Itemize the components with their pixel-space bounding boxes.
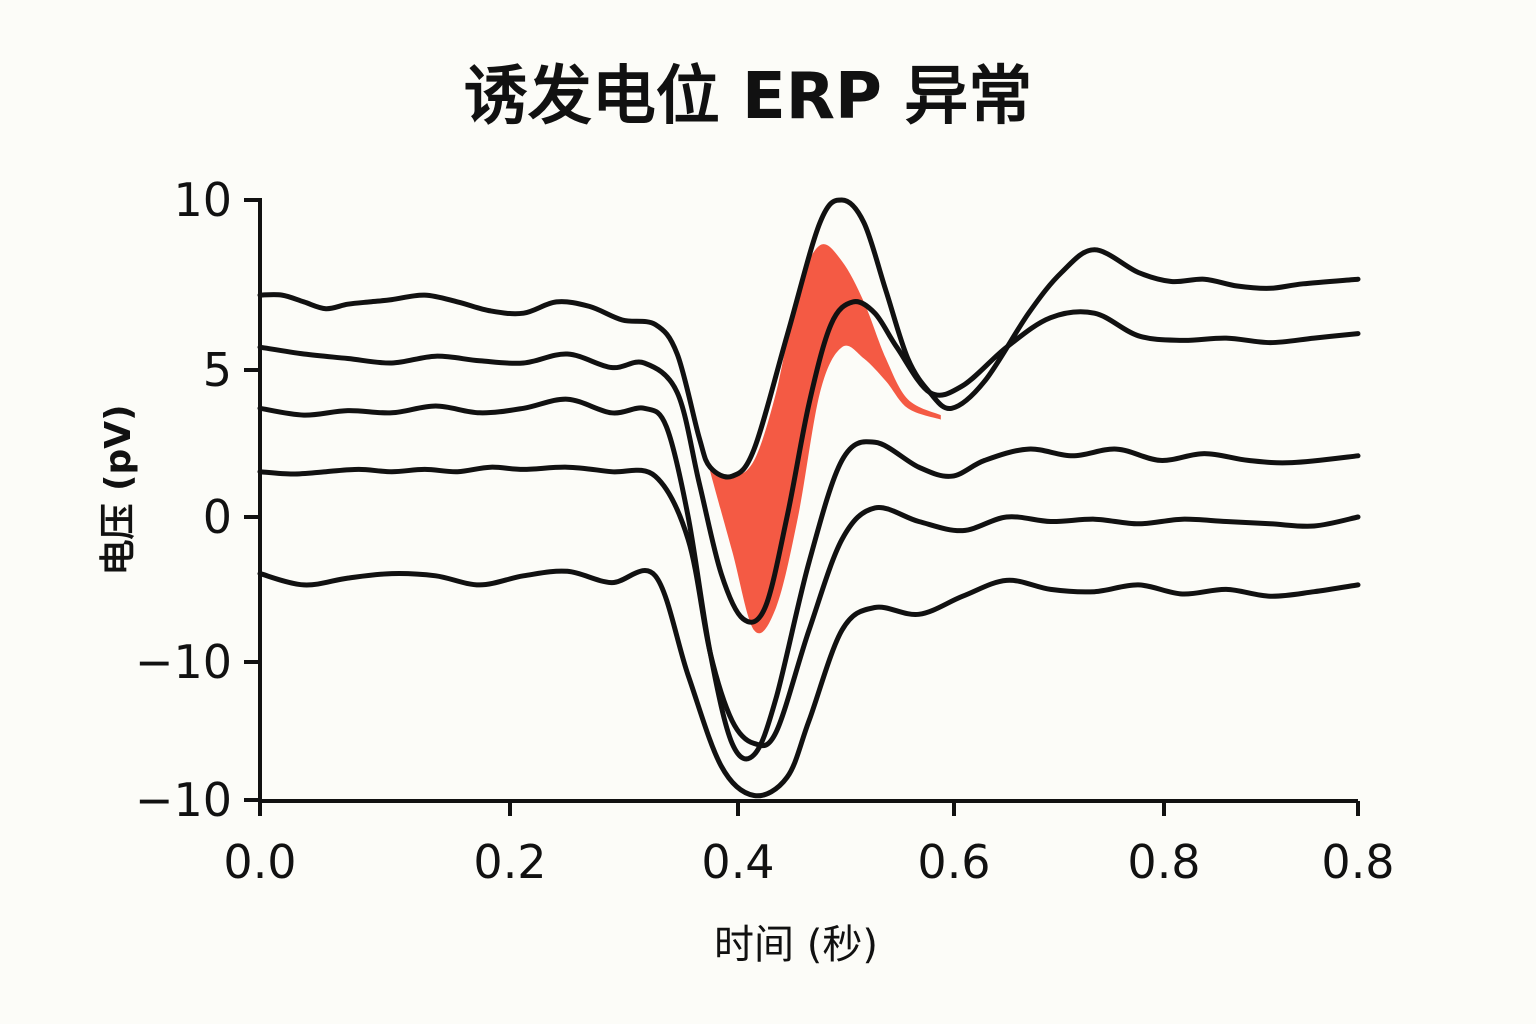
x-tick-label: 0.8	[1321, 835, 1394, 889]
highlight-band-layer	[710, 244, 941, 634]
trace-line-1	[257, 197, 1361, 480]
x-tick-label: 0.0	[223, 835, 296, 889]
y-tick-label: −10	[135, 773, 232, 827]
trace-layer	[257, 197, 1361, 799]
trace-line-2	[257, 299, 1361, 625]
trace-line-4	[257, 464, 1361, 749]
y-tick-label: 10	[173, 173, 232, 227]
x-tick-label: 0.8	[1127, 835, 1200, 889]
x-axis-label: 时间 (秒)	[714, 922, 878, 968]
y-tick-label: −10	[135, 635, 232, 689]
x-tick-label: 0.2	[473, 835, 546, 889]
x-tick-label: 0.4	[701, 835, 774, 889]
x-tick-label: 0.6	[917, 835, 990, 889]
chart-title: 诱发电位 ERP 异常	[464, 60, 1032, 134]
y-tick-label: 5	[203, 343, 232, 397]
y-ticks: 10 5 0 −10 −10	[135, 173, 260, 827]
x-ticks: 0.0 0.2 0.4 0.6 0.8 0.8	[223, 801, 1395, 889]
y-axis-label: 电压 (pV)	[98, 404, 139, 575]
trace-line-3	[257, 396, 1361, 762]
trace-line-5	[257, 568, 1361, 799]
y-tick-label: 0	[203, 490, 232, 544]
highlight-band	[710, 244, 941, 634]
